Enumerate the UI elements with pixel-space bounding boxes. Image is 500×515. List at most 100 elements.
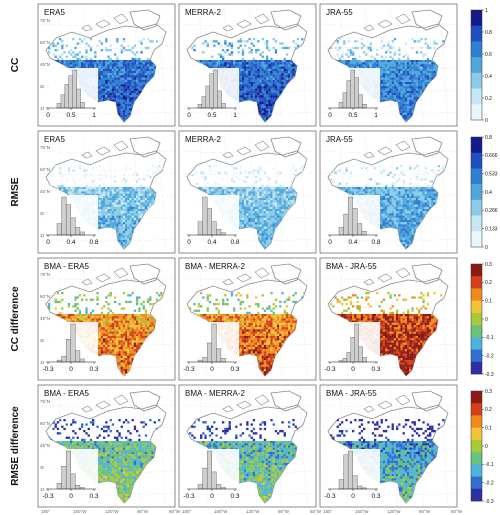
histogram-bar xyxy=(79,358,85,363)
inset-histogram: 0 0.5 1 xyxy=(185,68,239,119)
histogram-bar xyxy=(61,465,67,490)
colorbar-tick: 0.2 xyxy=(485,407,492,413)
map-panel: MERRA-2 0 0.5 1 xyxy=(178,3,317,127)
colorbar-tick: 0 xyxy=(485,245,488,251)
histogram-tick: 1 xyxy=(92,112,96,119)
panel-title: BMA - ERA5 xyxy=(44,262,89,271)
colorbar-tick: 0.4 xyxy=(485,74,492,80)
colorbar-tick: 0.266 xyxy=(485,208,498,214)
colorbar-tick: 0.8 xyxy=(485,30,492,36)
histogram-bar xyxy=(56,103,62,109)
row-label: RMSE difference xyxy=(10,406,21,486)
histogram-tick: 0 xyxy=(351,493,355,500)
lon-label: 180° xyxy=(182,509,192,514)
lat-label: 75°N xyxy=(40,145,50,150)
lon-label: 90°W xyxy=(278,509,290,514)
histogram-bar xyxy=(350,69,355,109)
histogram-bar xyxy=(197,484,203,490)
lat-label: 75°N xyxy=(40,399,50,404)
colorbar: 1 0.8 0.6 0.4 0.2 0 xyxy=(470,8,492,124)
lat-label: 60°N xyxy=(40,167,50,172)
histogram-tick: 0 xyxy=(328,239,332,246)
map-panel: MERRA-2 0 0.4 0.8 xyxy=(178,130,317,254)
colorbar-tick: 0 xyxy=(485,317,488,323)
histogram-bar xyxy=(70,323,76,363)
histogram-bar xyxy=(346,80,351,109)
map-panel: BMA - MERRA-2 -0.3 0 0.3 xyxy=(178,257,317,381)
panel-title: ERA5 xyxy=(44,8,65,17)
row-label: CC difference xyxy=(10,286,21,351)
panel-title: MERRA-2 xyxy=(185,8,222,17)
histogram-bar xyxy=(65,338,71,363)
histogram-bar xyxy=(342,92,348,109)
inset-histogram: -0.3 0 0.3 xyxy=(324,449,381,500)
histogram-bar xyxy=(202,357,208,363)
map-panel: JRA-55 0 0.4 0.8 xyxy=(319,130,458,254)
lon-label: 60°W xyxy=(451,509,463,514)
histogram-bar xyxy=(211,221,217,236)
histogram-bar xyxy=(354,323,359,363)
histogram-bar xyxy=(338,227,344,236)
histogram-bar xyxy=(61,196,67,236)
histogram-tick: 0 xyxy=(210,366,214,373)
histogram-bar xyxy=(220,232,226,236)
histogram-bar xyxy=(206,208,212,236)
colorbar-tick: -0.1 xyxy=(485,335,494,341)
histogram-bar xyxy=(201,96,207,109)
colorbar-tick: 0.3 xyxy=(485,389,492,395)
histogram-bar xyxy=(197,221,203,236)
inset-histogram: -0.3 0 0.3 xyxy=(42,449,99,500)
histogram-bar xyxy=(346,352,351,363)
histogram-bar xyxy=(216,348,222,363)
colorbar-tick: -0.2 xyxy=(485,353,494,359)
lat-label: 60°N xyxy=(40,294,50,299)
histogram-bar xyxy=(56,223,62,236)
histogram-bar xyxy=(75,350,81,363)
lat-label: 45°N xyxy=(40,62,50,67)
histogram-bar xyxy=(358,94,363,109)
histogram-tick: 0 xyxy=(351,366,355,373)
histogram-bar xyxy=(213,69,218,109)
lat-label: 45°N xyxy=(40,443,50,448)
histogram-bar xyxy=(217,90,222,109)
lon-label: 60°W xyxy=(169,509,181,514)
colorbar-tick: 1 xyxy=(485,8,488,14)
lon-label: 60°W xyxy=(310,509,322,514)
map-panel: BMA - MERRA-2 -0.3 0 0.3 180° 150°W 120°W 90°W 6… xyxy=(178,384,322,514)
histogram-tick: -0.3 xyxy=(183,366,195,373)
colorbar-tick: 0.1 xyxy=(485,425,492,431)
histogram-bar xyxy=(61,356,67,363)
histogram-bar xyxy=(206,450,212,490)
histogram-bar xyxy=(205,85,210,109)
inset-histogram: -0.3 0 0.3 xyxy=(183,449,240,500)
colorbar: 0.3 0.2 0.1 0 -0.1 -0.2 -0.3 xyxy=(470,389,494,505)
colorbar-tick: -0.3 xyxy=(485,372,494,378)
histogram-bar xyxy=(76,88,81,109)
histogram-bar xyxy=(64,84,69,109)
row-label: CC xyxy=(10,58,21,72)
histogram-tick: 0.5 xyxy=(207,112,216,119)
lon-label: 90°W xyxy=(137,509,149,514)
histogram-bar xyxy=(65,204,71,236)
histogram-bar xyxy=(209,73,214,109)
histogram-bar xyxy=(72,69,77,109)
histogram-tick: -0.3 xyxy=(183,493,195,500)
lat-label: 45°N xyxy=(40,316,50,321)
panel-title: JRA-55 xyxy=(326,135,353,144)
histogram-tick: 1 xyxy=(374,112,378,119)
histogram-bar xyxy=(60,94,66,109)
panel-title: BMA - MERRA-2 xyxy=(185,389,246,398)
histogram-bar xyxy=(216,229,222,236)
histogram-bar xyxy=(338,479,344,490)
colorbar-tick: 0.133 xyxy=(485,226,498,232)
histogram-bar xyxy=(80,102,85,109)
histogram-tick: 0.8 xyxy=(89,239,98,246)
histogram-tick: 0 xyxy=(187,239,191,246)
histogram-bar xyxy=(361,230,367,236)
colorbar-tick: 0.6 xyxy=(485,52,492,58)
histogram-tick: 0.4 xyxy=(348,239,357,246)
histogram-bar xyxy=(202,196,208,236)
lat-label: 75°N xyxy=(40,18,50,23)
